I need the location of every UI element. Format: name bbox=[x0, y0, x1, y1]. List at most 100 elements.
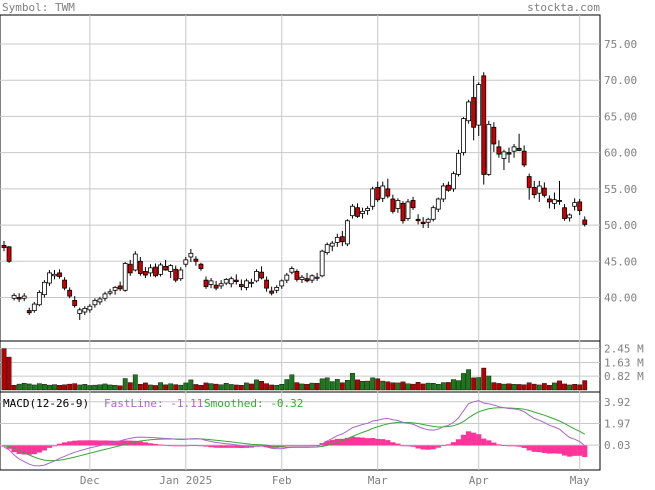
volume-bar bbox=[26, 383, 32, 391]
candle-body bbox=[31, 303, 37, 311]
volume-bar bbox=[350, 373, 355, 391]
macd-histogram-bar bbox=[82, 440, 88, 446]
candle-body bbox=[223, 279, 229, 284]
volume-bar bbox=[577, 384, 583, 391]
candle-body bbox=[557, 200, 562, 202]
volume-bar bbox=[541, 383, 547, 391]
candle-body bbox=[491, 126, 497, 145]
macd-histogram-bar bbox=[354, 437, 361, 446]
volume-bars bbox=[1, 348, 588, 391]
candle-body bbox=[259, 271, 264, 279]
candle-body bbox=[1, 244, 7, 248]
macd-histogram-bar bbox=[551, 445, 558, 454]
symbol-label: Symbol: TWM bbox=[2, 1, 75, 14]
candle-body bbox=[531, 187, 537, 196]
candle-body bbox=[122, 263, 128, 291]
macd-histogram-bar bbox=[56, 443, 63, 446]
candle-body bbox=[183, 259, 189, 265]
macd-histogram-bar bbox=[132, 440, 138, 446]
volume-bar bbox=[117, 385, 123, 391]
volume-bar bbox=[233, 384, 239, 391]
volume-bar bbox=[547, 385, 552, 391]
volume-bar bbox=[380, 380, 386, 391]
volume-bar bbox=[97, 384, 103, 391]
volume-bar bbox=[6, 356, 12, 391]
candle-body bbox=[158, 264, 163, 275]
macd-tick-label: 0.03 bbox=[604, 439, 631, 452]
volume-bar bbox=[435, 384, 441, 391]
candle-body bbox=[415, 218, 421, 222]
macd-histogram-bar bbox=[420, 445, 426, 450]
candle-body bbox=[153, 266, 158, 277]
candle-body bbox=[168, 265, 174, 272]
macd-histogram-bar bbox=[62, 442, 68, 446]
macd-histogram-bar bbox=[395, 443, 401, 446]
candle-body bbox=[355, 207, 360, 217]
macd-histogram-bar bbox=[208, 445, 214, 448]
volume-bar bbox=[264, 383, 269, 391]
candle-body bbox=[324, 244, 330, 254]
macd-histogram-bar bbox=[506, 445, 512, 447]
price-tick-label: 50.00 bbox=[604, 219, 637, 232]
macd-histogram-bar bbox=[46, 445, 53, 448]
volume-bar bbox=[501, 383, 507, 391]
macd-histogram-bar bbox=[450, 442, 457, 446]
candle-body bbox=[435, 198, 441, 210]
macd-histogram-bar bbox=[577, 445, 583, 456]
volume-bar bbox=[289, 374, 295, 391]
volume-bar bbox=[294, 382, 300, 391]
candle-body bbox=[562, 207, 567, 219]
volume-bar bbox=[365, 380, 370, 391]
volume-bar bbox=[446, 382, 451, 391]
macd-histogram-bar bbox=[26, 445, 32, 455]
volume-tick-label: 1.63 M bbox=[604, 356, 644, 369]
macd-histogram-bar bbox=[561, 445, 568, 456]
candle-body bbox=[203, 279, 209, 288]
volume-tick-label: 0.82 M bbox=[604, 370, 644, 383]
volume-bar bbox=[21, 383, 27, 391]
macd-histogram-bar bbox=[314, 445, 320, 446]
volume-bar bbox=[11, 385, 17, 391]
candle-body bbox=[16, 297, 22, 300]
macd-histogram-bar bbox=[496, 444, 502, 446]
volume-bar bbox=[319, 378, 325, 391]
macd-histogram-bar bbox=[567, 445, 573, 457]
volume-bar bbox=[324, 377, 330, 391]
volume-bar bbox=[451, 379, 456, 391]
volume-bar bbox=[491, 382, 497, 391]
macd-histogram-bar bbox=[198, 445, 204, 447]
x-tick-label: Jan 2025 bbox=[159, 474, 212, 486]
macd-histogram-bar bbox=[415, 445, 421, 449]
candle-body bbox=[117, 285, 123, 290]
macd-histogram-bar bbox=[375, 438, 381, 446]
candle-body bbox=[57, 272, 62, 277]
volume-bar bbox=[122, 378, 128, 391]
volume-bar bbox=[107, 384, 113, 391]
candle-body bbox=[339, 236, 345, 243]
macd-tick-label: 3.92 bbox=[604, 396, 631, 409]
candle-body bbox=[516, 147, 522, 151]
candle-body bbox=[405, 201, 411, 219]
macd-histogram-bar bbox=[486, 440, 492, 446]
candle-body bbox=[552, 199, 557, 204]
price-tick-label: 55.00 bbox=[604, 183, 637, 196]
volume-bar bbox=[329, 381, 335, 391]
candle-body bbox=[26, 310, 32, 314]
smoothed-value: -0.32 bbox=[270, 397, 304, 410]
volume-bar bbox=[82, 384, 88, 391]
macd-histogram-bar bbox=[405, 445, 411, 447]
candle-body bbox=[107, 291, 113, 294]
macd-histogram-bar bbox=[339, 438, 345, 446]
smoothed-legend: Smoothed: -0.32 bbox=[204, 397, 304, 410]
candle-body bbox=[102, 293, 108, 299]
candle-body bbox=[547, 198, 552, 203]
volume-bar bbox=[158, 382, 163, 391]
volume-bar bbox=[77, 384, 83, 391]
volume-bar bbox=[562, 383, 567, 391]
candle-body bbox=[228, 278, 234, 285]
volume-bar bbox=[1, 348, 7, 391]
candle-body bbox=[284, 274, 290, 281]
candle-body bbox=[264, 279, 270, 289]
volume-bar bbox=[31, 384, 37, 391]
